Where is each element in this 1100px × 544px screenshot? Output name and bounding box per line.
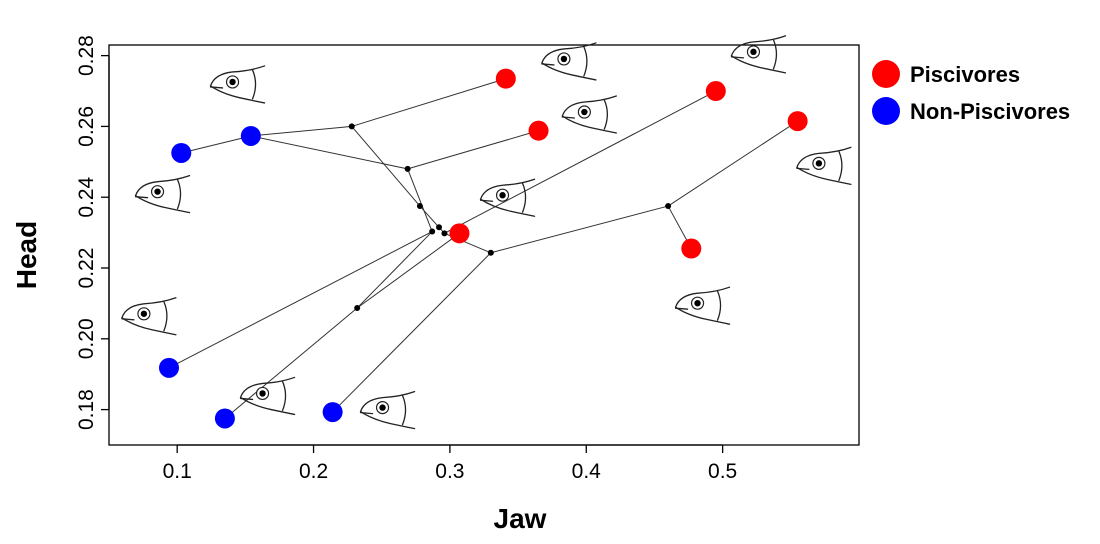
fish-icon-tall-head	[209, 65, 266, 104]
plot-frame	[108, 44, 860, 446]
x-tick-label: 0.5	[708, 460, 737, 483]
phylogeny-node	[404, 165, 411, 172]
phylogeny-edges	[168, 78, 798, 419]
phylogeny-branch	[224, 307, 358, 419]
phylogeny-branch	[351, 126, 421, 207]
legend-label-piscivores: Piscivores	[910, 62, 1020, 87]
y-tick-label: 0.22	[75, 248, 98, 289]
x-tick-label: 0.4	[572, 460, 602, 483]
phylogeny-branch	[168, 231, 433, 369]
phylogeny-branch	[419, 205, 440, 228]
legend: Piscivores Non-Piscivores	[872, 60, 1070, 125]
fish-icon-deep-body	[561, 95, 618, 134]
y-tick-label: 0.18	[75, 389, 98, 430]
phylogeny-nodes	[348, 123, 672, 312]
y-tick-label: 0.28	[75, 35, 98, 76]
point-piscivores	[449, 223, 470, 244]
fish-icon-small-head	[121, 297, 177, 336]
x-tick-label: 0.2	[299, 460, 328, 483]
phylogeny-node	[487, 249, 494, 256]
phylogeny-branch	[490, 205, 669, 254]
fish-illustrations	[121, 35, 852, 430]
point-non-piscivores	[171, 142, 192, 163]
y-axis-title: Head	[11, 221, 42, 289]
data-points	[159, 68, 808, 429]
phylogeny-branch	[250, 135, 408, 170]
phylogeny-branch	[356, 231, 433, 309]
legend-label-non-piscivores: Non-Piscivores	[910, 99, 1070, 124]
phylogeny-branch	[351, 78, 506, 127]
point-piscivores	[681, 238, 702, 259]
y-axis: 0.18 0.20 0.22 0.24 0.26 0.28	[75, 35, 110, 430]
fish-icon-narrow-snout	[674, 286, 731, 325]
x-tick-label: 0.3	[435, 460, 464, 483]
fish-icon-long-snout	[541, 42, 597, 81]
point-piscivores	[495, 68, 516, 89]
y-tick-label: 0.26	[75, 106, 98, 147]
y-tick-label: 0.20	[75, 318, 98, 359]
point-non-piscivores	[322, 402, 343, 423]
x-axis-title: Jaw	[494, 503, 547, 534]
point-non-piscivores	[159, 357, 179, 378]
phylogeny-branch	[667, 120, 798, 207]
fish-icon-steep-profile	[239, 376, 296, 416]
fish-icon-slender-snout	[730, 35, 787, 74]
x-tick-label: 0.1	[163, 460, 192, 483]
fish-icon-blunt-snout	[359, 390, 416, 430]
phylogeny-node	[354, 305, 361, 312]
phylogeny-branch	[407, 168, 433, 232]
phylogeny-node	[665, 203, 672, 210]
phylogeny-branch	[407, 130, 539, 170]
phylogeny-branch	[181, 135, 251, 154]
point-piscivores	[528, 120, 549, 141]
phylogeny-branch	[356, 232, 460, 309]
fish-icon-large-eye	[479, 178, 536, 217]
phylogeny-branch	[444, 90, 717, 234]
legend-marker-piscivores	[872, 60, 900, 88]
x-axis: 0.1 0.2 0.3 0.4 0.5	[163, 444, 737, 483]
fish-icon-round-head	[134, 175, 191, 214]
fish-icon-pointed-snout	[796, 146, 852, 186]
legend-marker-non-piscivores	[872, 97, 900, 125]
phylogeny-node	[416, 203, 423, 210]
point-piscivores	[705, 81, 726, 102]
point-non-piscivores	[214, 408, 235, 429]
phylogeny-node	[348, 123, 355, 130]
phylogeny-branch	[250, 125, 352, 137]
point-piscivores	[787, 111, 808, 132]
phylogeny-node	[441, 230, 448, 237]
point-non-piscivores	[240, 125, 261, 146]
y-tick-label: 0.24	[75, 176, 98, 217]
phylogeny-node	[429, 228, 436, 235]
phylogeny-branch	[332, 252, 492, 413]
phylogeny-node	[436, 224, 442, 231]
